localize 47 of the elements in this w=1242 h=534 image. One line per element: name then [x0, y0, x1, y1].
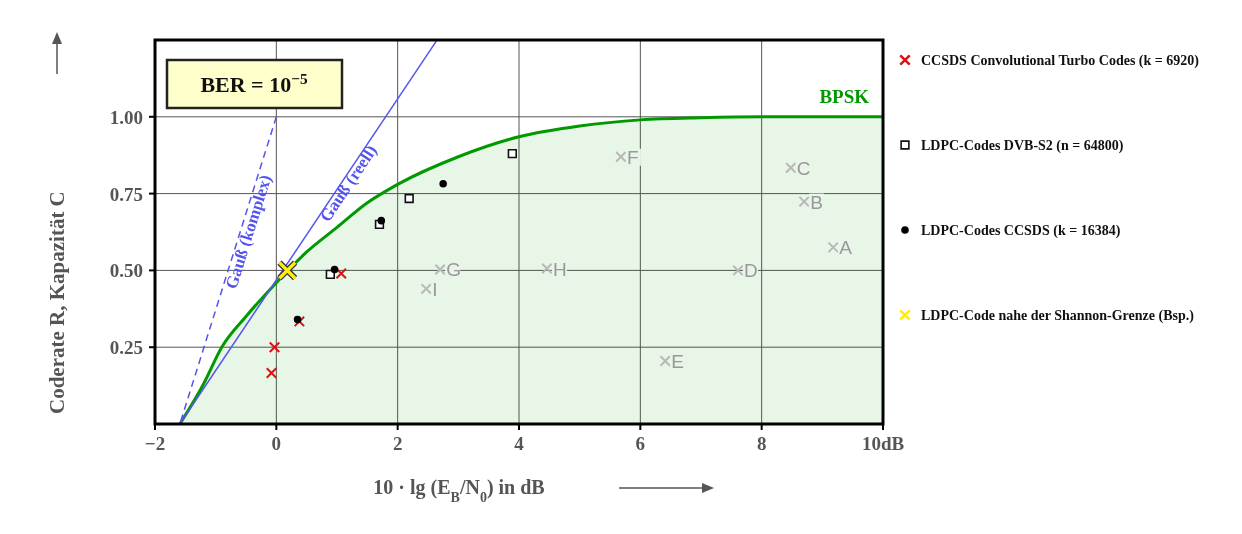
point: [293, 315, 302, 324]
x-tick-label: 8: [756, 433, 767, 454]
legend-label: LDPC-Code nahe der Shannon-Grenze (Bsp.): [921, 308, 1195, 324]
point: [404, 193, 414, 204]
point: [330, 265, 339, 274]
point: [420, 283, 432, 295]
point: [439, 179, 447, 188]
point: [293, 315, 306, 328]
annotation: BER = 10$^{−5}$: [200, 69, 308, 97]
annotation: F: [626, 146, 639, 168]
x-tick-label: 2: [392, 433, 403, 454]
point: [785, 162, 797, 174]
series-label: BPSK: [819, 85, 870, 107]
annotation: I: [432, 278, 438, 300]
x-tick-label: −2: [144, 433, 166, 454]
annotation: C: [796, 157, 811, 179]
point: [541, 262, 553, 275]
point: [798, 195, 810, 208]
x-axis-title: 10 · lg (E$_{B}$/N$_{0}$) in dB: [373, 476, 545, 505]
y-tick-label: 0.75: [109, 183, 143, 205]
point: [335, 267, 347, 280]
annotation: A: [839, 237, 853, 259]
y-tick-label: 0.25: [109, 337, 143, 359]
annotation: E: [671, 351, 684, 373]
point: [827, 241, 839, 254]
annotation: B: [810, 191, 823, 213]
annotation: H: [552, 258, 567, 280]
point: [615, 151, 627, 163]
x-tick-label: 6: [635, 433, 646, 454]
y-axis-title: Coderate R, Kapazität C: [45, 191, 69, 414]
x-tick-label: 10dB: [861, 433, 905, 454]
point: [434, 263, 446, 276]
y-tick-label: 1.00: [109, 106, 143, 128]
annotation: G: [446, 259, 461, 281]
legend-label: LDPC-Codes DVB-S2 (n = 64800): [921, 138, 1124, 154]
point: [659, 355, 671, 367]
legend-label: CCSDS Convolutional Turbo Codes (k = 6920): [921, 53, 1200, 69]
point: [268, 341, 281, 353]
point: [377, 216, 386, 225]
legend-label: LDPC-Codes CCSDS (k = 16384): [921, 223, 1121, 239]
annotation: D: [744, 260, 758, 282]
point: [732, 264, 744, 277]
point: [507, 148, 517, 159]
point: [265, 367, 278, 379]
y-tick-label: 0.50: [109, 260, 143, 282]
x-tick-label: 0: [271, 433, 282, 454]
x-tick-label: 4: [514, 433, 525, 454]
